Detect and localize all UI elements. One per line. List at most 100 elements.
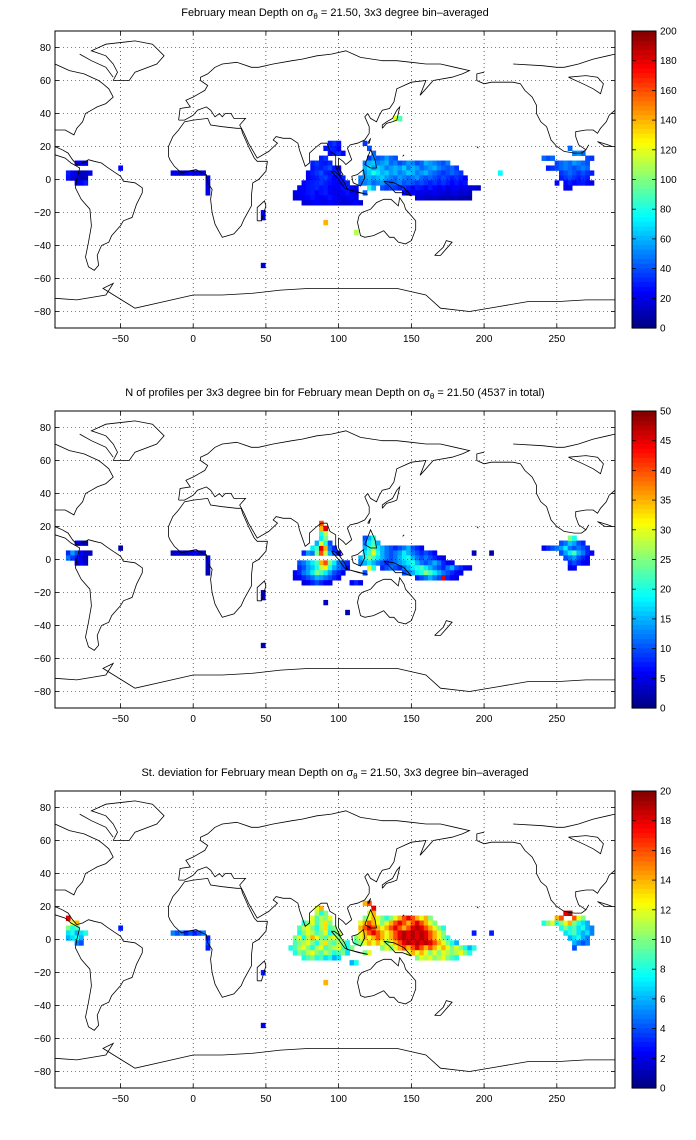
heatmap-cell	[380, 920, 385, 926]
heatmap-cell	[332, 560, 337, 566]
heatmap-cell	[489, 930, 494, 936]
heatmap-cell	[327, 195, 333, 201]
heatmap-cell	[323, 165, 329, 171]
colorbar-step	[632, 54, 656, 60]
heatmap-cell	[314, 575, 320, 581]
heatmap-cell	[314, 180, 320, 186]
heatmap-cell	[589, 155, 595, 161]
heatmap-cell	[445, 180, 451, 186]
heatmap-cell	[319, 935, 324, 941]
heatmap-cell	[585, 165, 590, 171]
heatmap-cell	[336, 150, 342, 156]
heatmap-cell	[362, 550, 368, 556]
colorbar-step	[632, 31, 656, 37]
heatmap-cell	[589, 925, 595, 931]
heatmap-cell	[260, 214, 266, 221]
coastlines	[55, 40, 615, 312]
heatmap-cell	[327, 545, 333, 551]
heatmap-cell	[380, 155, 385, 161]
heatmap-cell	[332, 180, 337, 186]
colorbar-step	[632, 86, 656, 92]
colorbar-step	[632, 920, 656, 927]
y-tick-label: 60	[40, 456, 52, 467]
x-tick-label: 200	[476, 1094, 493, 1105]
heatmap-cell	[380, 930, 385, 936]
heatmap-cell	[310, 575, 316, 581]
colorbar-step	[632, 207, 656, 213]
heatmap-cell	[380, 560, 385, 566]
colorbar-step	[632, 174, 656, 181]
heatmap-cell	[362, 560, 368, 566]
heatmap-cell	[471, 185, 477, 191]
heatmap-cell	[188, 170, 193, 176]
heatmap-cell	[388, 940, 394, 946]
colorbar-step	[632, 527, 656, 533]
heatmap-cell	[388, 915, 394, 921]
heatmap-cell	[353, 185, 359, 191]
coastline	[402, 154, 405, 157]
heatmap-cell	[406, 935, 412, 941]
heatmap-cell	[384, 545, 390, 551]
heatmap-cell	[432, 930, 438, 936]
heatmap-cell	[297, 575, 302, 581]
heatmap-cell	[458, 180, 464, 186]
heatmap-cell	[410, 185, 416, 191]
heatmap-cell	[362, 940, 368, 946]
y-tick-label: 80	[40, 803, 52, 814]
grid	[55, 411, 615, 708]
heatmap-cell	[572, 940, 577, 946]
heatmap-cell	[454, 165, 460, 171]
heatmap-cell	[314, 545, 320, 551]
heatmap-cell	[292, 575, 298, 581]
heatmap-cell	[436, 560, 442, 566]
colorbar-step	[632, 846, 656, 852]
heatmap-cell	[70, 925, 76, 931]
colorbar-step	[632, 1013, 656, 1019]
coastline	[564, 53, 615, 68]
colorbar-step	[632, 888, 656, 894]
colorbar-step	[632, 698, 656, 704]
heatmap-cell	[406, 915, 412, 921]
coastline	[383, 180, 412, 197]
heatmap-cell	[454, 170, 460, 176]
colorbar-step	[632, 133, 656, 139]
colorbar-step	[632, 235, 656, 241]
heatmap-cell	[170, 170, 176, 176]
colorbar-tick-label: 12	[660, 905, 672, 916]
heatmap-cell	[397, 565, 403, 571]
heatmap-cell	[428, 915, 433, 921]
heatmap-cell	[428, 560, 433, 566]
coastline	[55, 662, 615, 692]
heatmap-cell	[401, 180, 407, 186]
heatmap-cell	[74, 560, 80, 566]
heatmap-cell	[353, 200, 359, 206]
heatmap-cell	[423, 950, 429, 956]
heatmap-cell	[332, 940, 337, 946]
heatmap-cell	[319, 525, 324, 532]
colorbar-step	[632, 605, 656, 612]
heatmap-cell	[79, 935, 84, 941]
heatmap-cell	[319, 185, 324, 191]
coastline	[383, 940, 412, 957]
heatmap-cell	[567, 565, 573, 571]
coastline	[79, 813, 114, 838]
heatmap-cell	[375, 920, 381, 926]
heatmap-cell	[79, 180, 84, 186]
heatmap-cell	[367, 170, 372, 176]
heatmap-cell	[419, 545, 425, 551]
heatmap-cell	[576, 920, 582, 926]
heatmap-cell	[441, 950, 446, 956]
colorbar-step	[632, 272, 656, 278]
heatmap-cell	[397, 915, 403, 921]
colorbar-step	[632, 661, 656, 667]
heatmap-cell	[449, 570, 455, 576]
heatmap-cell	[410, 950, 416, 956]
heatmap-cell	[563, 930, 569, 936]
heatmap-cell	[310, 160, 316, 166]
heatmap-cell	[327, 915, 333, 921]
heatmap-cell	[576, 940, 582, 946]
coastline	[331, 170, 349, 191]
heatmap-cell	[423, 570, 429, 576]
heatmap-cell	[550, 545, 556, 551]
heatmap-cell	[371, 555, 377, 561]
